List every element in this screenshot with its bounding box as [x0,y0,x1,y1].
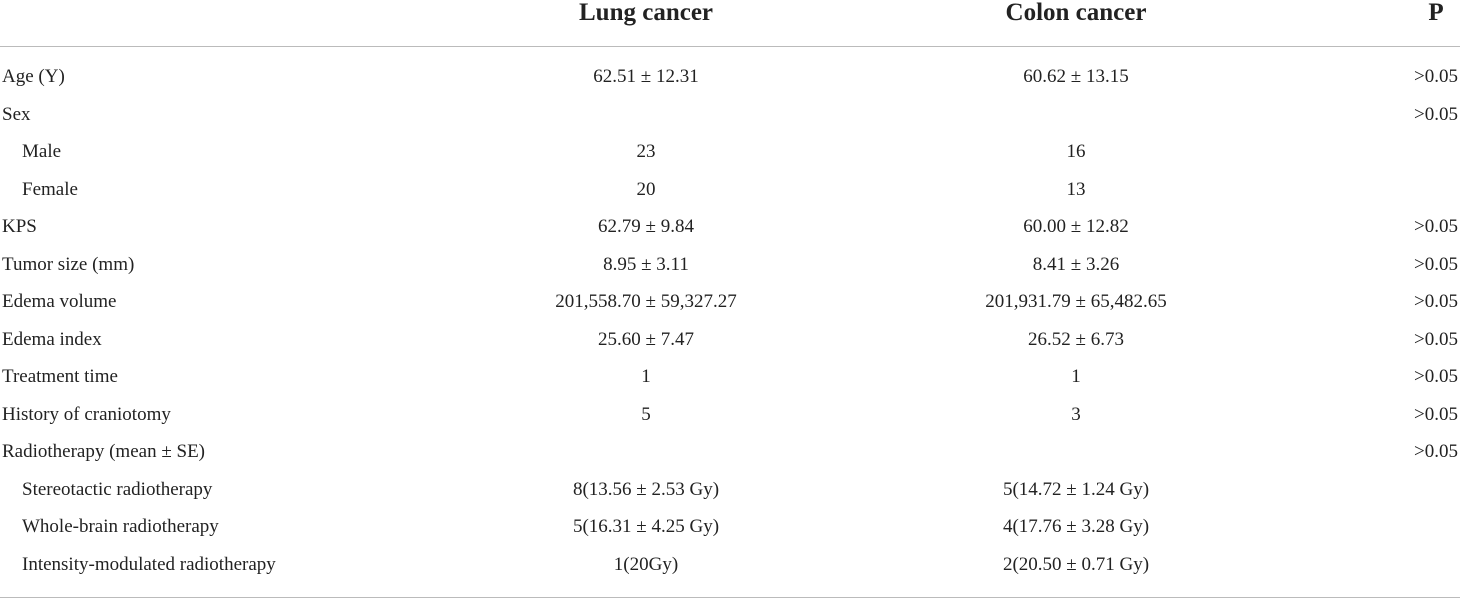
cell-value: 16 [1066,141,1086,162]
cell-value: 3 [1071,403,1081,425]
cell-value: 8.41 ± 3.26 [1032,253,1120,275]
cell-value: 62.79 ± 9.84 [598,216,694,237]
column-header: Colon cancer [1005,0,1147,26]
row-label: Sex [2,103,31,125]
cell-value: 201,931.79 ± 65,482.65 [985,291,1167,312]
column-header: Lung cancer [578,0,714,26]
row-label: Edema index [2,328,102,350]
cell-value: 60.62 ± 13.15 [1023,66,1129,87]
cell-value: 2(20.50 ± 0.71 Gy) [1002,553,1150,575]
cell-value: >0.05 [1414,441,1458,462]
cell-value: 5(16.31 ± 4.25 Gy) [572,516,720,537]
cell-value: 1 [1071,366,1081,387]
bottom-rule [0,597,1460,598]
cell-value: 25.60 ± 7.47 [598,328,694,350]
cell-value: 8(13.56 ± 2.53 Gy) [572,478,720,500]
cell-value: 60.00 ± 12.82 [1023,216,1129,237]
cell-value: 8.95 ± 3.11 [603,253,689,275]
row-label: KPS [2,216,37,237]
row-label: Edema volume [2,291,117,312]
cell-value: 1 [641,366,651,387]
cell-value: 26.52 ± 6.73 [1028,328,1124,350]
row-label: Intensity-modulated radiotherapy [22,553,276,575]
cell-value: >0.05 [1414,103,1458,125]
row-label: Stereotactic radiotherapy [22,478,213,500]
row-label: Age (Y) [2,66,65,87]
cell-value: 5(14.72 ± 1.24 Gy) [1002,478,1150,500]
cell-value: 20 [636,178,656,200]
cell-value: 62.51 ± 12.31 [593,66,699,87]
cell-value: >0.05 [1414,66,1458,87]
cell-value: 1(20Gy) [613,553,679,575]
cell-value: 4(17.76 ± 3.28 Gy) [1002,516,1150,537]
row-label: Female [22,178,78,200]
cell-value: 5 [641,403,651,425]
row-label: History of craniotomy [2,403,171,425]
cell-value: >0.05 [1414,328,1458,350]
cell-value: 23 [636,141,656,162]
row-label: Whole-brain radiotherapy [22,516,219,537]
cell-value: >0.05 [1414,366,1458,387]
column-header: P [1428,0,1444,26]
cell-value: 13 [1066,178,1086,200]
row-label: Radiotherapy (mean ± SE) [2,441,206,462]
row-label: Tumor size (mm) [2,253,135,275]
row-label: Male [22,141,62,162]
cell-value: >0.05 [1414,403,1458,425]
cell-value: >0.05 [1414,291,1458,312]
header-rule [0,46,1460,47]
cell-value: 201,558.70 ± 59,327.27 [555,291,737,312]
cell-value: >0.05 [1414,253,1458,275]
row-label: Treatment time [2,366,118,387]
cell-value: >0.05 [1414,216,1458,237]
